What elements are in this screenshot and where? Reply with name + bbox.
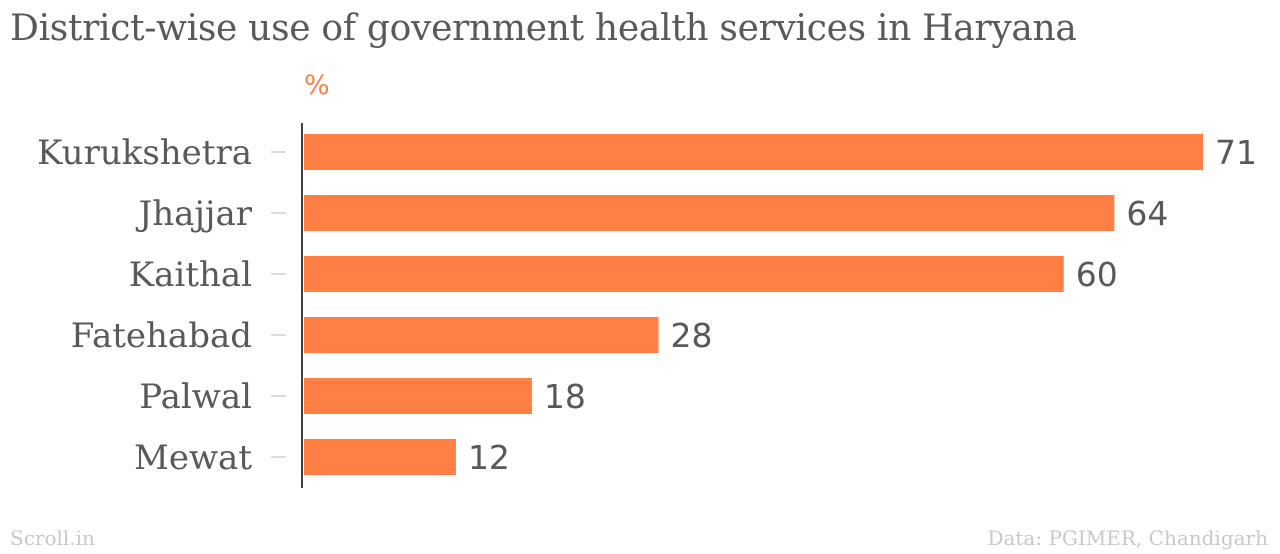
category-label-mewat: Mewat — [134, 438, 252, 478]
category-label-palwal: Palwal — [139, 377, 252, 417]
category-label-kaithal: Kaithal — [129, 255, 252, 295]
unit-label: % — [304, 70, 330, 101]
bar-mewat — [304, 439, 456, 475]
value-label-palwal: 18 — [544, 377, 586, 416]
value-label-kurukshetra: 71 — [1215, 133, 1257, 172]
bars-group: Kurukshetra 71 Jhajjar 64 Kaithal 60 Fatehabad… — [37, 133, 1257, 478]
credit-text: Scroll.in — [10, 526, 95, 550]
category-label-fatehabad: Fatehabad — [71, 316, 252, 356]
value-label-jhajjar: 64 — [1126, 194, 1168, 233]
chart-title: District-wise use of government health s… — [10, 8, 1077, 49]
bar-fatehabad — [304, 317, 659, 353]
value-label-mewat: 12 — [468, 438, 510, 477]
category-label-jhajjar: Jhajjar — [136, 194, 253, 234]
category-label-kurukshetra: Kurukshetra — [37, 133, 252, 173]
bar-jhajjar — [304, 195, 1115, 231]
bar-kaithal — [304, 256, 1064, 292]
source-text: Data: PGIMER, Chandigarh — [987, 526, 1268, 550]
value-label-fatehabad: 28 — [671, 316, 713, 355]
bar-kurukshetra — [304, 134, 1203, 170]
value-label-kaithal: 60 — [1076, 255, 1118, 294]
bar-palwal — [304, 378, 532, 414]
